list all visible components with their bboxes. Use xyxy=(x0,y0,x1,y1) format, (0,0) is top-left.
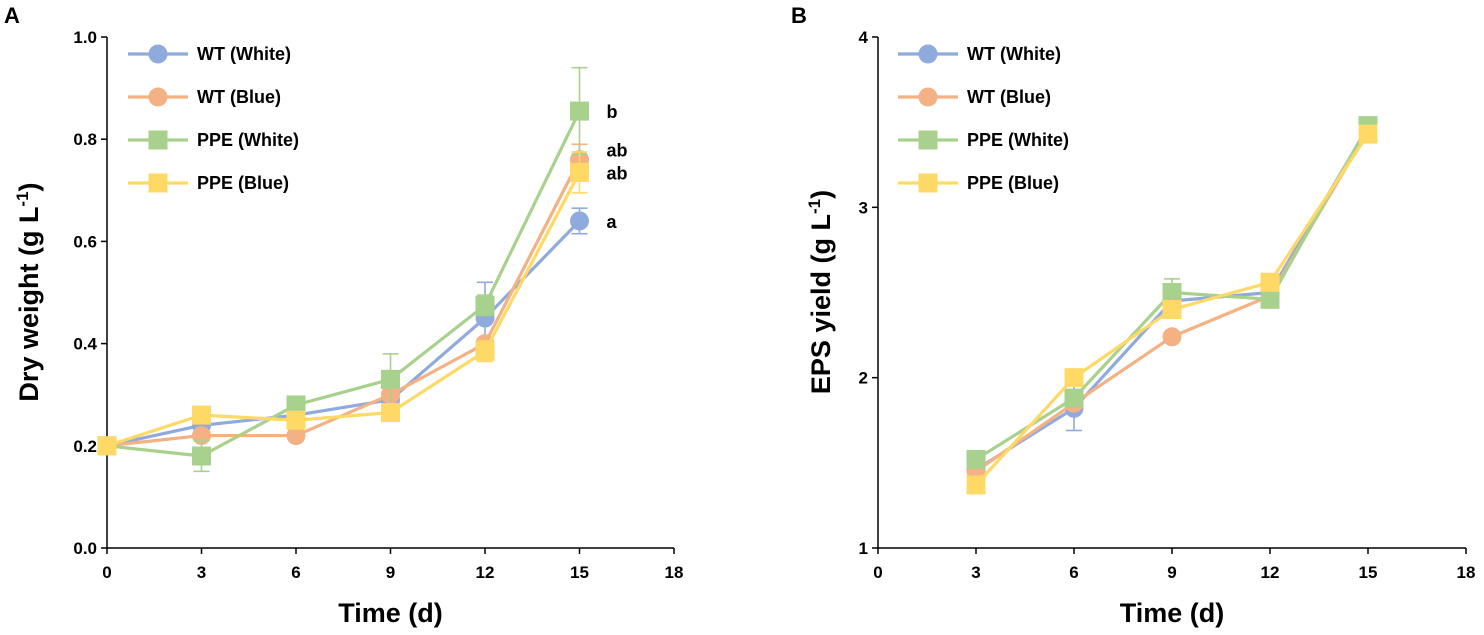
panel-a-x-tick-label: 15 xyxy=(570,563,589,582)
panel-a-y-tick-label: 0.8 xyxy=(73,130,97,149)
panel-b-legend-label: PPE (Blue) xyxy=(967,173,1059,193)
panel-a-data-point xyxy=(570,211,589,231)
panel-b-data-point xyxy=(966,475,986,495)
panel-b-legend-swatch-marker xyxy=(918,130,938,150)
panel-a-y-tick-label: 0.2 xyxy=(73,437,97,456)
panel-a-legend-swatch-marker xyxy=(148,130,168,150)
panel-b-y-tick-label: 3 xyxy=(859,198,868,217)
panel-b-data-point xyxy=(966,449,986,469)
panel-a-data-point xyxy=(475,341,495,361)
panel-a-data-point xyxy=(570,162,589,182)
panel-b-letter: B xyxy=(791,3,807,28)
panel-b-x-tick-label: 6 xyxy=(1069,563,1078,582)
panel-b-series-3 xyxy=(966,124,1378,495)
panel-a-legend-label: PPE (Blue) xyxy=(197,173,289,193)
panel-a-significance-label: a xyxy=(607,212,618,232)
panel-b-x-tick-label: 18 xyxy=(1457,563,1476,582)
panel-a-legend-label: WT (Blue) xyxy=(197,87,281,107)
panel-b-legend-swatch-marker xyxy=(918,173,938,193)
panel-b-data-point xyxy=(1064,388,1084,408)
panel-a-y-axis-title: Dry weight (g L-1) xyxy=(13,182,44,401)
panel-a-significance-label: b xyxy=(607,102,618,122)
panel-b-y-tick-label: 4 xyxy=(859,28,869,47)
panel-a-y-tick-label: 1.0 xyxy=(73,28,97,47)
panel-a-legend-label: WT (White) xyxy=(197,44,291,64)
panel-a-significance-label: ab xyxy=(607,140,628,160)
panel-a-data-point xyxy=(192,446,211,466)
panel-a-series-line xyxy=(106,158,581,448)
panel-b-x-axis-title: Time (d) xyxy=(1120,598,1225,628)
panel-a-data-point xyxy=(570,101,589,121)
panel-a-series-line xyxy=(106,110,581,458)
panel-b-data-point xyxy=(1162,300,1182,320)
panel-a-data-point xyxy=(475,295,495,315)
panel-b-series-2 xyxy=(966,116,1378,469)
panel-a-data-point xyxy=(381,369,400,389)
panel-a-x-tick-label: 9 xyxy=(386,563,395,582)
panel-a-x-tick-label: 12 xyxy=(476,563,495,582)
panel-a-significance-label: ab xyxy=(607,163,628,183)
panel-a-x-tick-label: 18 xyxy=(665,563,684,582)
panel-a-series-line xyxy=(106,219,581,448)
panel-a-legend-label: PPE (White) xyxy=(197,130,299,150)
panel-b-legend-swatch-marker xyxy=(918,87,938,107)
panel-b-y-tick-label: 1 xyxy=(859,539,868,558)
panel-a-series-line xyxy=(106,171,581,448)
panel-b-x-tick-label: 12 xyxy=(1261,563,1280,582)
panel-b-legend-label: WT (White) xyxy=(967,44,1061,64)
panel-a-data-point xyxy=(192,405,211,425)
panel-b-data-point xyxy=(1358,124,1378,144)
panel-b-x-tick-label: 0 xyxy=(873,563,882,582)
panel-b-y-axis-title: EPS yield (g L-1) xyxy=(805,190,836,394)
panel-a-y-tick-label: 0.0 xyxy=(73,539,97,558)
panel-a-x-tick-label: 0 xyxy=(102,563,111,582)
panel-b-data-point xyxy=(1260,272,1280,292)
panel-a-legend: WT (White) WT (Blue) PPE (White) PPE (Blue) xyxy=(128,44,299,193)
panel-a-data-point xyxy=(286,395,306,415)
panel-b-x-tick-label: 15 xyxy=(1359,563,1378,582)
panel-b-data-point xyxy=(1064,368,1084,388)
panel-b-x-tick-label: 9 xyxy=(1167,563,1176,582)
panel-b-legend: WT (White) WT (Blue) PPE (White) PPE (Blue) xyxy=(898,44,1069,193)
panel-a-x-axis-title: Time (d) xyxy=(338,598,443,628)
panel-a-data-point xyxy=(381,403,400,423)
panel-a-x-tick-label: 6 xyxy=(291,563,300,582)
panel-a-data-point xyxy=(286,410,306,430)
panel-b-legend-swatch-marker xyxy=(918,44,938,64)
panel-a-series-3 xyxy=(97,151,589,456)
panel-a-x-tick-label: 3 xyxy=(197,563,206,582)
panel-a-legend-swatch-marker xyxy=(148,87,168,107)
panel-a-data-point xyxy=(286,426,306,446)
panel-a-legend-swatch-marker xyxy=(148,44,168,64)
panel-a-y-tick-label: 0.6 xyxy=(73,232,97,251)
panel-b-data-point xyxy=(1260,289,1280,309)
panel-b-x-tick-label: 3 xyxy=(971,563,980,582)
panel-b-legend-label: WT (Blue) xyxy=(967,87,1051,107)
panel-b-data-point xyxy=(1162,283,1182,302)
panel-a-legend-swatch-marker xyxy=(148,173,168,193)
panel-a-letter: A xyxy=(4,3,20,28)
panel-b-legend-label: PPE (White) xyxy=(967,130,1069,150)
panel-a-series-2 xyxy=(97,66,589,473)
panel-b-y-tick-label: 2 xyxy=(859,369,868,388)
panel-a: A 0 3 6 9 12 15 18 0.0 0.2 0.4 0.6 0.8 1.0 Time (d) Dry… xyxy=(4,3,683,628)
panel-a-y-tick-label: 0.4 xyxy=(73,335,97,354)
panel-b-data-point xyxy=(1162,327,1182,347)
panel-a-data-point xyxy=(97,436,117,456)
